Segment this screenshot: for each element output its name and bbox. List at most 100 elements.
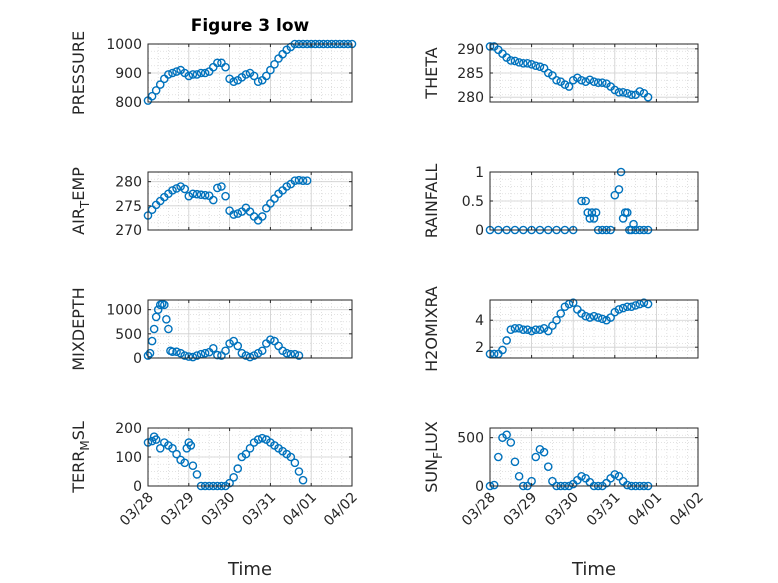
data-point: [162, 315, 171, 324]
data-point: [221, 62, 230, 72]
axes-frame: [147, 171, 353, 231]
data-point: [577, 472, 586, 481]
data-point: [506, 438, 516, 447]
y-axis-label: TERRMSL: [69, 421, 92, 494]
axes-frame: [147, 299, 353, 359]
data-point: [552, 315, 561, 325]
data-point: [606, 313, 615, 322]
data-point: [573, 73, 582, 83]
subplot-8: 0 500 03/28 03/29 03/30 03/31 04/01 04/02 SUNFLU…: [422, 421, 707, 580]
data-point: [552, 75, 561, 85]
data-point: [196, 68, 206, 78]
x-tick-label: 03/31: [239, 490, 279, 530]
data-point: [192, 70, 202, 79]
data-point: [568, 75, 578, 85]
data-point: [568, 298, 578, 307]
data-point: [184, 352, 194, 361]
data-point: [614, 185, 624, 194]
x-tick-label: 03/28: [459, 490, 499, 530]
data-point: [229, 210, 238, 219]
data-point: [290, 176, 300, 185]
data-point: [622, 480, 632, 490]
data-point: [168, 186, 177, 195]
data-point: [298, 176, 308, 185]
data-point: [294, 175, 304, 185]
x-tick-label: 04/01: [625, 490, 665, 530]
data-point: [535, 62, 545, 72]
data-point: [249, 71, 259, 81]
data-point: [208, 344, 218, 353]
y-tick-label: 900: [115, 66, 142, 82]
x-axis-label: Time: [227, 559, 272, 580]
data-point: [217, 182, 226, 191]
data-point: [180, 458, 190, 468]
x-tick-label: 03/30: [542, 490, 582, 530]
axes-background: [490, 428, 698, 486]
data-point: [192, 351, 202, 360]
y-tick-label: 290: [457, 42, 484, 58]
axes-frame: [489, 299, 699, 359]
data-point: [643, 92, 653, 102]
data-point: [514, 324, 524, 333]
data-point: [560, 80, 570, 89]
y-tick-label: 270: [115, 223, 142, 239]
data-point: [257, 433, 267, 443]
data-point: [241, 351, 251, 360]
data-point: [241, 449, 251, 459]
data-point: [266, 65, 275, 75]
y-tick-label: 0: [475, 223, 484, 239]
data-point: [151, 86, 161, 95]
data-point: [589, 77, 599, 86]
y-tick-label: 0: [133, 351, 142, 367]
data-point: [168, 68, 177, 78]
data-point: [627, 90, 636, 100]
subplot-6: 2 4 H2OMIXRA: [422, 286, 699, 372]
data-point: [639, 298, 649, 307]
data-point: [200, 190, 210, 200]
data-point: [498, 345, 507, 355]
y-tick-label: 800: [115, 95, 142, 111]
x-tick-label: 03/29: [501, 490, 541, 530]
data-point: [196, 190, 206, 200]
y-tick-label: 0: [475, 479, 484, 495]
data-point: [510, 457, 520, 467]
data-point: [539, 63, 549, 73]
y-tick-label: 2: [475, 340, 484, 356]
data-point: [514, 58, 524, 67]
data-point: [155, 443, 165, 453]
y-tick-label: 4: [475, 313, 484, 329]
data-point: [622, 208, 632, 217]
data-point: [581, 311, 590, 321]
data-point: [229, 77, 238, 86]
y-tick-label: 500: [115, 327, 142, 343]
x-tick-label: 04/02: [321, 490, 361, 530]
data-point: [577, 196, 586, 206]
data-point: [257, 346, 267, 356]
data-point: [257, 212, 267, 221]
data-point: [302, 176, 312, 185]
data-point: [172, 347, 181, 357]
x-tick-label: 03/29: [158, 490, 198, 530]
data-point: [518, 59, 528, 68]
x-tick-label: 04/01: [280, 490, 320, 530]
data-point: [523, 325, 532, 334]
data-point: [631, 301, 640, 310]
data-point: [543, 68, 553, 78]
data-point: [583, 208, 593, 217]
data-point: [548, 321, 557, 330]
data-point: [164, 324, 173, 334]
data-point: [618, 214, 628, 223]
subplot-4: 0 0.5 1 RAINFALL: [422, 164, 699, 239]
data-point: [602, 478, 611, 488]
data-point: [593, 78, 603, 87]
data-point: [266, 335, 275, 344]
data-point: [225, 478, 234, 488]
data-point: [489, 480, 499, 490]
x-axis-label: Time: [571, 559, 616, 580]
data-point: [502, 430, 511, 440]
y-tick-label: 1: [475, 165, 484, 181]
y-tick-label: 285: [457, 66, 484, 82]
data-point: [168, 347, 177, 357]
data-point: [627, 302, 636, 312]
